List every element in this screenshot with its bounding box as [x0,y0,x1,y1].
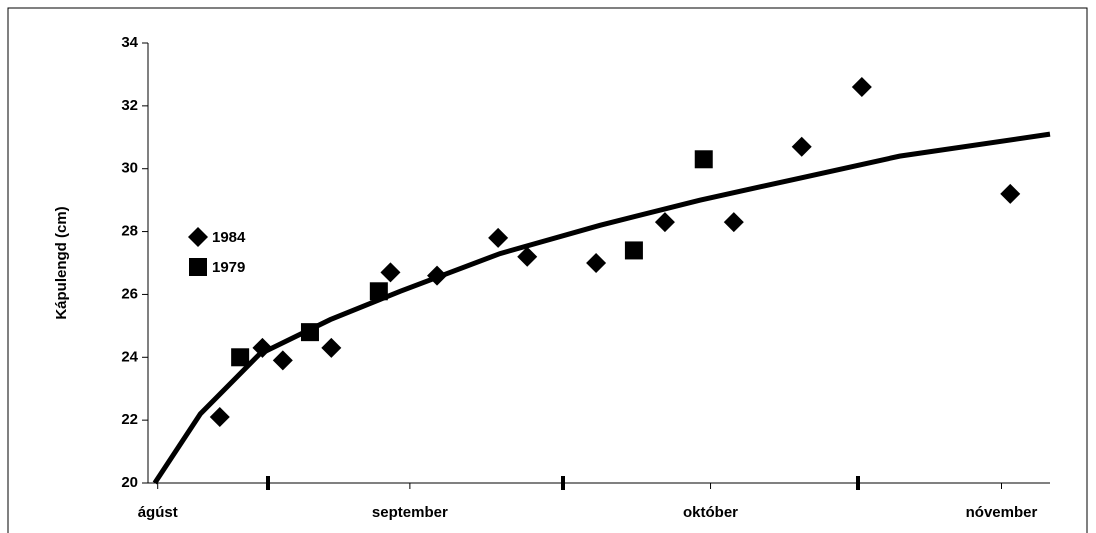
y-tick-label: 30 [121,160,138,177]
square-marker [694,150,713,169]
y-tick-label: 28 [121,223,138,240]
y-tick-label: 24 [121,348,138,365]
legend-label: 1979 [212,259,245,276]
square-marker [369,282,388,301]
diamond-marker [851,77,872,97]
diamond-marker [1000,183,1021,204]
diamond-marker [723,212,744,233]
diamond-marker [517,246,538,267]
y-tick-label: 34 [121,34,138,51]
diamond-marker [427,265,448,286]
diamond-marker [586,253,607,273]
square-marker [300,323,319,342]
x-tick-label: nóvember [966,504,1038,521]
x-tick-label: október [683,504,738,521]
square-marker [231,348,250,367]
diamond-marker [272,350,293,371]
legend-marker [189,258,207,276]
y-tick-label: 20 [121,474,138,491]
x-tick-label: ágúst [138,504,178,521]
diamond-marker [654,212,675,233]
x-tick-label: september [372,504,448,521]
square-marker [624,241,643,260]
diamond-marker [252,337,273,358]
legend-marker [188,227,208,247]
y-axis-title: Kápulengd (cm) [53,206,70,319]
diamond-marker [791,136,812,157]
y-tick-label: 22 [121,411,138,428]
trend-line [152,131,1051,485]
diamond-marker [380,262,401,283]
diamond-marker [321,337,342,358]
legend-label: 1984 [212,229,246,246]
frame [7,7,1088,533]
y-tick-label: 26 [121,285,138,302]
y-tick-label: 32 [121,97,138,114]
diamond-marker [488,227,509,248]
diamond-marker [209,407,230,427]
